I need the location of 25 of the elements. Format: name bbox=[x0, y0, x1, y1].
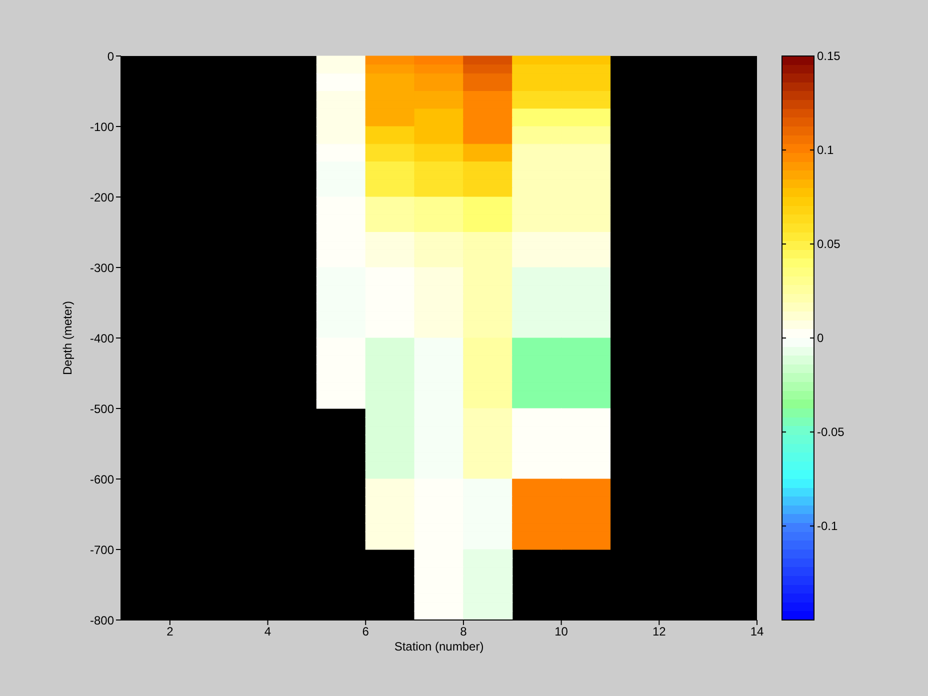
x-tick-label: 12 bbox=[652, 624, 666, 639]
y-tick-label: -200 bbox=[90, 190, 114, 204]
y-tick-label: -600 bbox=[90, 472, 114, 486]
y-tick-label: -500 bbox=[90, 402, 114, 416]
x-tick-label: 4 bbox=[264, 624, 272, 639]
color-bar-label: -0.1 bbox=[817, 519, 838, 533]
x-tick-label: 8 bbox=[460, 624, 468, 639]
x-axis-title: Station (number) bbox=[394, 640, 484, 654]
colorbar: -0.1 -0.05 0 0.05 0.1 0.15 bbox=[782, 49, 844, 620]
y-tick-label: -100 bbox=[90, 120, 114, 134]
color-bar-label: 0.1 bbox=[817, 143, 834, 157]
x-tick-label: 10 bbox=[554, 624, 568, 639]
y-tick-label: -300 bbox=[90, 260, 114, 275]
y-tick-label: -800 bbox=[90, 613, 114, 628]
x-tick-label: 2 bbox=[166, 624, 174, 639]
color-bar-label: -0.05 bbox=[817, 425, 845, 439]
y-axis-title: Depth (meter) bbox=[60, 300, 74, 376]
y-tick-label: 0 bbox=[107, 49, 114, 64]
x-tick-label: 14 bbox=[750, 624, 764, 639]
color-bar-label: 0.05 bbox=[817, 237, 841, 251]
color-bar-label: 0.15 bbox=[817, 49, 841, 63]
x-tick-label: 6 bbox=[362, 624, 370, 639]
color-bar-label: 0 bbox=[817, 331, 824, 345]
y-tick-label: -700 bbox=[90, 542, 114, 557]
y-tick-label: -400 bbox=[90, 331, 114, 346]
